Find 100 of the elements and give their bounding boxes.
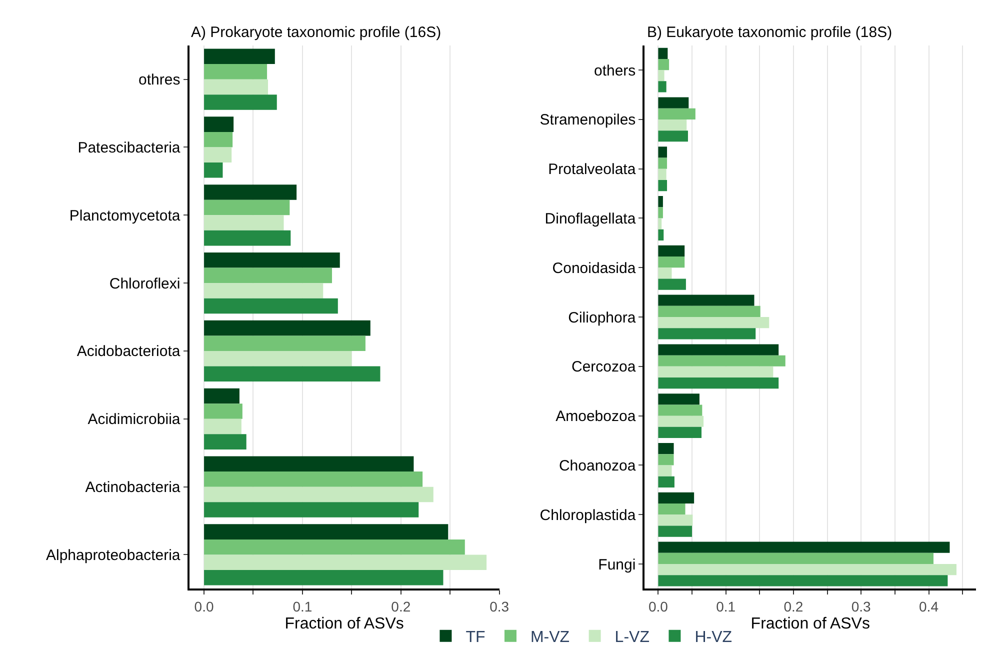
bar — [204, 184, 297, 200]
y-tick-label: Conoidasida — [552, 260, 636, 277]
bar — [658, 158, 668, 169]
bar — [658, 317, 770, 328]
bar — [658, 552, 934, 564]
bar — [204, 404, 242, 419]
bar — [658, 526, 692, 537]
bar — [658, 378, 779, 389]
bar — [658, 108, 696, 120]
y-tick-label: Fungi — [598, 556, 636, 574]
bar — [658, 218, 662, 230]
bar — [204, 268, 332, 284]
bar — [658, 168, 666, 180]
bar — [204, 298, 338, 314]
chart-title: B) Eukaryote taxonomic profile (18S) — [647, 24, 892, 41]
x-tick-label: 0.1 — [716, 598, 736, 614]
bar — [204, 418, 242, 434]
y-tick-label: Actinobacteria — [85, 479, 181, 496]
bar — [658, 119, 687, 131]
bar — [658, 344, 779, 356]
bar — [658, 306, 760, 318]
bar — [658, 58, 670, 70]
bar — [658, 564, 956, 576]
bar — [658, 70, 664, 82]
bar — [204, 252, 340, 268]
legend-label: H-VZ — [694, 629, 732, 646]
bar — [204, 366, 380, 382]
bar — [658, 130, 688, 142]
bar — [658, 268, 672, 279]
y-tick-label: Chloroflexi — [109, 275, 180, 292]
bar — [204, 539, 465, 555]
bar — [658, 81, 666, 92]
bar — [658, 146, 668, 158]
bar — [204, 147, 232, 163]
x-tick-label: 0.3 — [851, 598, 872, 614]
bar — [204, 554, 487, 570]
bar — [658, 97, 689, 108]
bar — [658, 404, 702, 416]
bar — [204, 434, 246, 450]
x-tick-label: 0.1 — [292, 598, 312, 614]
y-tick-label: Acidimicrobiia — [88, 411, 181, 428]
bar — [204, 48, 275, 64]
legend-label: TF — [466, 629, 486, 646]
bar — [658, 229, 664, 240]
x-axis-title: Fraction of ASVs — [284, 616, 404, 633]
bar — [204, 283, 324, 298]
bar — [204, 116, 234, 132]
bar — [658, 394, 700, 405]
bar — [658, 426, 702, 438]
bar — [658, 442, 674, 454]
y-tick-label: Dinoflagellata — [544, 210, 636, 228]
bar — [658, 278, 686, 290]
bar — [204, 230, 291, 246]
bar — [204, 456, 414, 472]
bar — [204, 350, 352, 366]
x-tick-label: 0.0 — [648, 598, 668, 614]
y-tick-label: Patescibacteria — [78, 139, 181, 156]
bar — [658, 328, 756, 340]
bar — [658, 503, 686, 515]
bar — [204, 132, 233, 148]
bar — [204, 486, 434, 502]
bar — [204, 388, 240, 404]
bar — [658, 294, 754, 306]
bar — [204, 215, 284, 230]
bar — [658, 575, 948, 586]
bar — [658, 180, 668, 192]
bar — [204, 524, 448, 540]
bar — [204, 64, 268, 80]
y-tick-label: Choanozoa — [558, 457, 636, 474]
bar — [204, 336, 366, 351]
x-axis-title: Fraction of ASVs — [750, 616, 870, 633]
bar — [658, 476, 674, 488]
bar — [204, 320, 370, 336]
y-tick-label: Ciliophora — [568, 309, 636, 326]
y-tick-label: othres — [138, 72, 180, 89]
bar — [204, 79, 268, 95]
x-tick-label: 0.2 — [391, 598, 411, 614]
bar — [658, 416, 704, 427]
bar — [204, 200, 290, 216]
bar — [658, 196, 663, 208]
bar — [658, 514, 693, 526]
y-tick-label: others — [594, 62, 636, 80]
bar — [658, 366, 774, 378]
y-tick-label: Protalveolata — [548, 161, 636, 178]
y-tick-label: Acidobacteriota — [76, 343, 181, 360]
y-tick-label: Chloroplastida — [540, 506, 636, 524]
bar — [658, 355, 786, 366]
y-tick-label: Planctomycetota — [69, 207, 181, 224]
bar — [204, 162, 223, 178]
bar — [204, 502, 419, 518]
x-tick-label: 0.4 — [919, 598, 939, 614]
y-tick-label: Amoebozoa — [556, 408, 636, 426]
legend-label: M-VZ — [530, 629, 570, 646]
legend-label: L-VZ — [614, 629, 650, 646]
bar — [658, 492, 694, 504]
bar — [658, 48, 668, 59]
x-tick-label: 0.0 — [194, 598, 214, 614]
bar — [204, 472, 423, 487]
x-tick-label: 0.3 — [490, 598, 510, 614]
bar — [658, 256, 685, 268]
